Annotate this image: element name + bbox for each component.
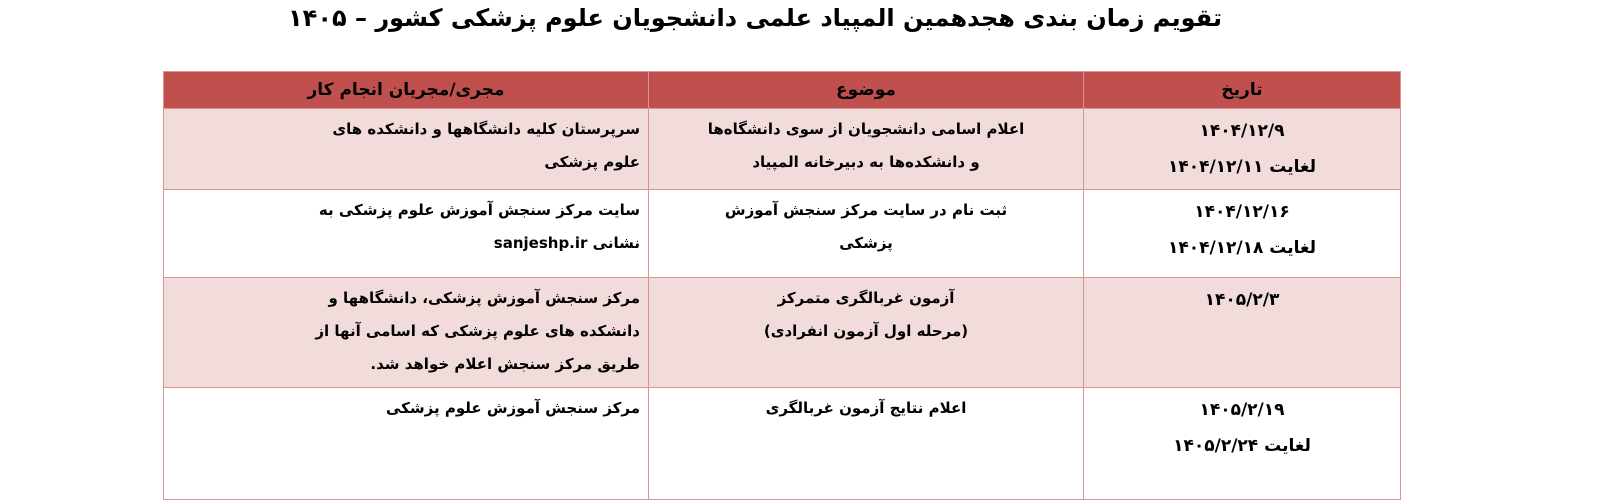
date-cell-line: ۱۴۰۵/۲/۱۹ xyxy=(1199,400,1285,420)
date-cell: ۱۴۰۵/۲/۱۹ لغایت ۱۴۰۵/۲/۲۴ xyxy=(1083,387,1401,500)
date-cell-line: لغایت ۱۴۰۴/۱۲/۱۱ xyxy=(1167,157,1317,177)
header-date: تاریخ xyxy=(1083,71,1401,109)
executor-cell-line: سرپرستان کلیه دانشگاهها و دانشکده های xyxy=(332,120,640,138)
date-cell: ۱۴۰۵/۲/۳ xyxy=(1083,277,1401,388)
header-subject: موضوع xyxy=(648,71,1084,109)
subject-cell-line: ثبت نام در سایت مرکز سنجش آموزش xyxy=(724,201,1008,219)
table-row: ۱۴۰۴/۱۲/۱۶ لغایت ۱۴۰۴/۱۲/۱۸ ثبت نام در سای… xyxy=(163,189,1401,278)
date-cell-line: لغایت ۱۴۰۵/۲/۲۴ xyxy=(1173,436,1311,456)
subject-cell: ثبت نام در سایت مرکز سنجش آموزش پزشکی xyxy=(648,189,1084,278)
executor-cell-line: سایت مرکز سنجش آموزش علوم پزشکی به xyxy=(318,201,640,219)
date-cell-line: ۱۴۰۴/۱۲/۱۶ xyxy=(1194,202,1290,222)
executor-cell-line: مرکز سنجش آموزش پزشکی، دانشگاهها و xyxy=(328,289,641,307)
date-cell: ۱۴۰۴/۱۲/۹ لغایت ۱۴۰۴/۱۲/۱۱ xyxy=(1083,108,1401,190)
schedule-table: تاریخ موضوع مجری/مجریان انجام کار ۱۴۰۴/۱… xyxy=(163,71,1401,500)
executor-cell-line: علوم پزشکی xyxy=(544,153,640,171)
subject-cell-line: (مرحله اول آزمون انفرادی) xyxy=(763,322,969,340)
subject-cell-line: آزمون غربالگری متمرکز xyxy=(777,289,955,307)
executor-cell-line: مرکز سنجش آموزش علوم پزشکی xyxy=(386,399,640,417)
table-header-row: تاریخ موضوع مجری/مجریان انجام کار xyxy=(163,71,1401,109)
executor-cell-line: دانشکده های علوم پزشکی که اسامی آنها از xyxy=(315,322,640,340)
executor-cell: سایت مرکز سنجش آموزش علوم پزشکی به نشانی … xyxy=(163,189,649,278)
date-cell-line: ۱۴۰۵/۲/۳ xyxy=(1204,290,1280,310)
table-row: ۱۴۰۵/۲/۱۹ لغایت ۱۴۰۵/۲/۲۴ اعلام نتایج آزمو… xyxy=(163,387,1401,500)
subject-cell-line: اعلام اسامی دانشجویان از سوی دانشگاه‌ها xyxy=(707,120,1025,138)
document-title: تقویم زمان بندی هجدهمین المپیاد علمی دان… xyxy=(288,4,1222,32)
executor-cell-line: نشانی sanjeshp.ir xyxy=(493,234,640,252)
executor-cell-line: طریق مرکز سنجش اعلام خواهد شد. xyxy=(370,355,640,373)
subject-cell-line: و دانشکده‌ها به دبیرخانه المپیاد xyxy=(752,153,980,171)
subject-cell: اعلام اسامی دانشجویان از سوی دانشگاه‌ها و… xyxy=(648,108,1084,190)
subject-cell: اعلام نتایج آزمون غربالگری xyxy=(648,387,1084,500)
executor-cell: سرپرستان کلیه دانشگاهها و دانشکده های علو… xyxy=(163,108,649,190)
subject-cell-line: پزشکی xyxy=(839,234,893,252)
executor-cell: مرکز سنجش آموزش پزشکی، دانشگاهها و دانشکد… xyxy=(163,277,649,388)
table-row: ۱۴۰۴/۱۲/۹ لغایت ۱۴۰۴/۱۲/۱۱ اعلام اسامی دان… xyxy=(163,108,1401,190)
date-cell-line: لغایت ۱۴۰۴/۱۲/۱۸ xyxy=(1167,238,1317,258)
table-row: ۱۴۰۵/۲/۳ آزمون غربالگری متمرکز (مرحله اول … xyxy=(163,277,1401,388)
subject-cell-line: اعلام نتایج آزمون غربالگری xyxy=(765,399,967,417)
executor-cell: مرکز سنجش آموزش علوم پزشکی xyxy=(163,387,649,500)
header-executor: مجری/مجریان انجام کار xyxy=(163,71,649,109)
date-cell: ۱۴۰۴/۱۲/۱۶ لغایت ۱۴۰۴/۱۲/۱۸ xyxy=(1083,189,1401,278)
subject-cell: آزمون غربالگری متمرکز (مرحله اول آزمون ان… xyxy=(648,277,1084,388)
date-cell-line: ۱۴۰۴/۱۲/۹ xyxy=(1199,121,1285,141)
